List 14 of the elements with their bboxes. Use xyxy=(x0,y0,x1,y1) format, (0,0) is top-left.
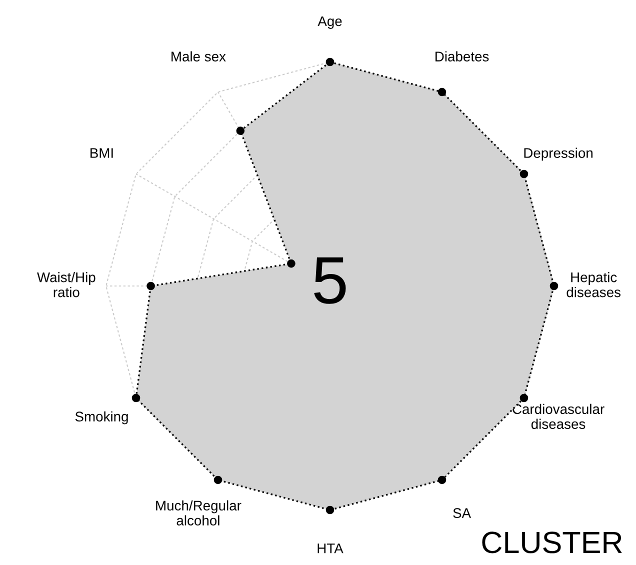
spoke-label: HTA xyxy=(318,544,344,554)
spoke-label: Depression xyxy=(524,148,592,161)
text: CLUSTER xyxy=(482,532,622,554)
spoke-label: Male sex xyxy=(172,51,226,62)
spoke-label: BMI xyxy=(90,148,113,158)
spoke-label: Age xyxy=(318,16,342,29)
spoke-label: SA xyxy=(453,508,472,518)
spoke-label: Cardiovascular diseases xyxy=(512,404,604,429)
spoke-label: Hepatic diseases xyxy=(566,272,620,298)
text: 5 xyxy=(314,257,346,304)
spoke-label: Waist/Hip ratio xyxy=(37,272,96,298)
spoke-label: Much/Regular alcohol xyxy=(156,500,242,526)
spoke-label: Smoking xyxy=(75,411,128,424)
spoke-label: Diabetes xyxy=(436,51,489,62)
